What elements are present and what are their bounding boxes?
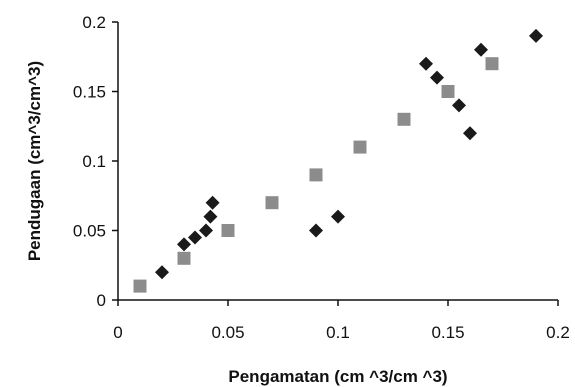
- diamond-point: [331, 209, 345, 224]
- diamond-point: [205, 195, 220, 210]
- x-tick-label: 0: [113, 323, 122, 342]
- diamond-point: [529, 28, 543, 43]
- diamond-point: [199, 223, 213, 238]
- y-tick-label: 0.1: [82, 152, 106, 171]
- diamond-point: [203, 209, 218, 224]
- diamond-point: [474, 42, 488, 57]
- y-tick-label: 0.15: [73, 83, 106, 102]
- x-axis-ticks: 0 0.05 0.1 0.15 0.2: [113, 300, 570, 342]
- square-point: [221, 224, 235, 237]
- y-tick-label: 0.2: [82, 13, 106, 32]
- diamond-point: [452, 98, 466, 113]
- square-point: [265, 196, 279, 210]
- y-axis-ticks: 0 0.05 0.1 0.15 0.2: [73, 13, 118, 310]
- data-points: [133, 28, 543, 293]
- x-axis-title: Pengamatan (cm ^3/cm ^3): [228, 367, 447, 386]
- diamond-point: [155, 265, 169, 280]
- square-point: [177, 251, 191, 265]
- y-axis-title: Pendugaan (cm^3/cm^3): [25, 61, 44, 261]
- diamond-point: [177, 237, 191, 252]
- square-point: [485, 57, 499, 71]
- diamond-point: [463, 126, 477, 141]
- diamond-point: [188, 230, 202, 245]
- square-point: [397, 112, 411, 126]
- square-point: [309, 168, 323, 182]
- diamond-point: [419, 56, 433, 71]
- square-point: [133, 279, 147, 293]
- x-tick-label: 0.1: [326, 323, 350, 342]
- y-tick-label: 0: [97, 291, 106, 310]
- x-tick-label: 0.15: [431, 323, 464, 342]
- y-tick-label: 0.05: [73, 222, 106, 241]
- diamond-point: [430, 70, 444, 85]
- x-tick-label: 0.05: [211, 323, 244, 342]
- x-tick-label: 0.2: [546, 323, 570, 342]
- square-point: [353, 140, 367, 154]
- diamond-point: [309, 223, 323, 238]
- square-point: [441, 85, 455, 98]
